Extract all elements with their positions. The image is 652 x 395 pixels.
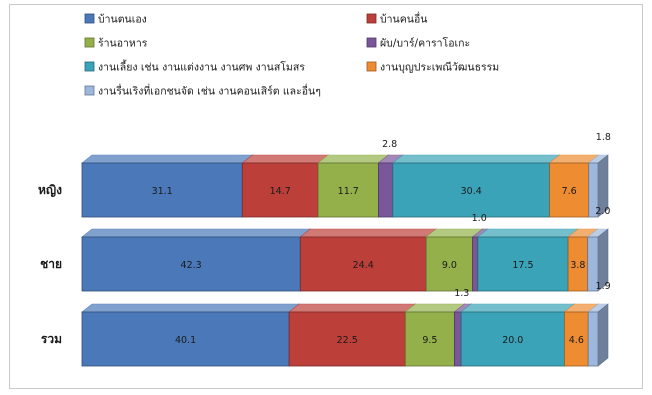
legend-label: งานบุญประเพณีวัฒนธรรม [380,61,499,74]
data-label: 4.6 [569,335,584,346]
legend-label: ร้านอาหาร [98,38,148,50]
bar-top-face [391,154,561,164]
bar-front-face [392,162,550,218]
bar-front-face [299,236,427,292]
legend-item: งานเลี้ยง เช่น งานแต่งงาน งานศพ งานสโมสร [84,60,305,74]
legend: บ้านตนเอง บ้านคนอื่นร้านอาหาร ผับ/บาร์/คาร… [84,12,499,98]
legend-label: ผับ/บาร์/คาราโอเกะ [380,37,470,50]
bar-front-face [472,236,479,292]
bar-front-face [81,311,290,367]
legend-item: บ้านคนอื่น [366,12,427,26]
category-label: รวม [41,332,62,346]
bar-top-face [241,154,329,164]
bar-top-face [81,154,254,164]
bar-front-face [549,162,590,218]
legend-item: บ้านตนเอง [84,13,147,26]
data-label: 17.5 [512,260,533,271]
legend-label: งานรื่นเริงที่เอกชนจัด เช่น งานคอนเสิร์ต… [98,84,321,98]
legend-item: ร้านอาหาร [84,37,148,50]
legend-label: บ้านตนเอง [98,14,147,26]
bar-top-face [81,303,300,313]
data-label: 1.8 [596,132,611,143]
data-label: 1.0 [472,213,487,224]
bar-front-face [81,162,243,218]
bar-front-face [378,162,394,218]
bar-segment [586,228,609,292]
plot-area: 31.1 14.7 11.7 2.8 30.4 7.6 1.8 42.3 24.4 9.0 1.0 1… [81,132,611,367]
bar-segment [587,154,609,218]
bar-front-face [81,236,301,292]
bar-top-face [460,303,576,313]
data-label: 1.3 [454,288,469,299]
legend-item: งานรื่นเริงที่เอกชนจัด เช่น งานคอนเสิร์ต… [84,84,321,98]
bar-segment [587,303,609,367]
bar-top-face [317,154,390,164]
legend-label: งานเลี้ยง เช่น งานแต่งงาน งานศพ งานสโมสร [98,60,305,74]
legend-swatch [366,13,377,24]
legend-swatch [84,85,95,96]
bar-top-face [476,228,579,238]
data-label: 3.8 [570,260,585,271]
legend-swatch [84,37,95,48]
legend-swatch [366,37,377,48]
bar-front-face [454,311,462,367]
data-label: 9.0 [442,260,457,271]
bar-top-face [299,228,438,238]
bar-front-face [404,311,455,367]
category-label: หญิง [38,183,62,197]
data-label: 14.7 [270,186,291,197]
bar-front-face [460,311,565,367]
legend-item: งานบุญประเพณีวัฒนธรรม [366,61,499,74]
bar-front-face [288,311,406,367]
legend-swatch [84,13,95,24]
data-label: 22.5 [337,335,358,346]
data-label: 30.4 [461,186,482,197]
bar-front-face [587,236,599,292]
legend-label: บ้านคนอื่น [380,12,427,26]
bar-top-face [81,228,312,238]
bar-side-face [597,303,609,367]
data-label: 42.3 [181,260,202,271]
data-label: 1.9 [596,281,611,292]
bar-segment [476,228,579,292]
legend-item: ผับ/บาร์/คาราโอเกะ [366,37,470,50]
bar-top-face [288,303,417,313]
data-label: 40.1 [175,335,196,346]
data-label: 2.0 [595,206,610,217]
bar-front-face [587,311,599,367]
bar-segment [299,228,438,292]
data-label: 20.0 [502,335,523,346]
data-label: 11.7 [338,186,359,197]
data-label: 24.4 [353,260,374,271]
legend-swatch [84,61,95,72]
legend-swatch [366,61,377,72]
bar-front-face [317,162,379,218]
bar-front-face [588,162,599,218]
bar-front-face [477,236,569,292]
data-label: 9.5 [422,335,437,346]
data-label: 7.6 [562,186,577,197]
data-label: 31.1 [152,186,173,197]
bar-segment [81,154,254,218]
data-label: 2.8 [382,139,397,150]
category-label: ชาย [40,257,62,271]
